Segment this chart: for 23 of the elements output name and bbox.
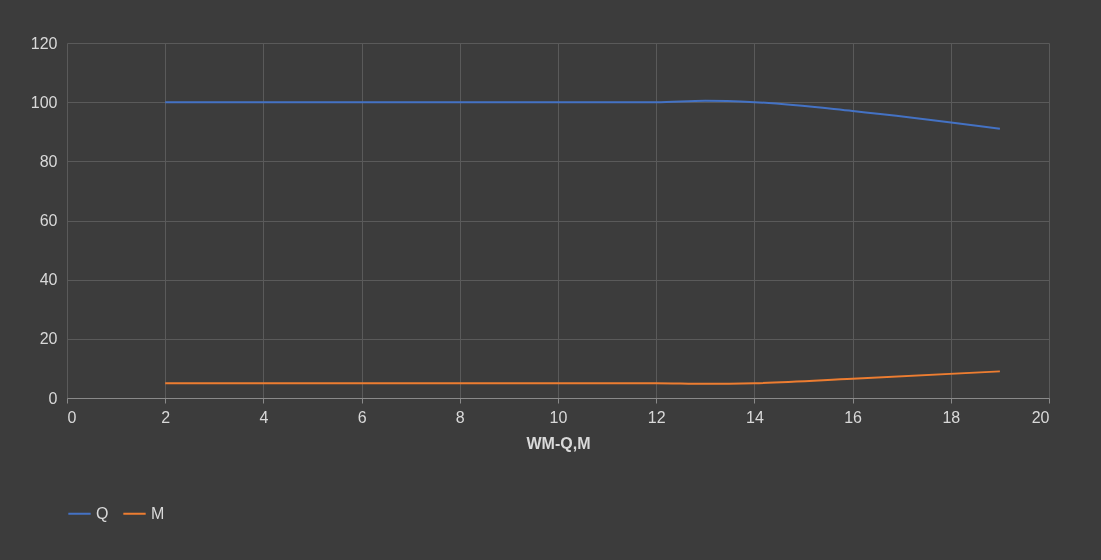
x-tick-label: 12	[647, 408, 666, 426]
x-axis-title: WM-Q,M	[526, 434, 591, 452]
y-tick-label: 20	[39, 330, 58, 348]
legend-label: Q	[96, 504, 109, 522]
x-tick-label: 14	[746, 408, 764, 426]
y-tick-label: 0	[48, 389, 58, 407]
x-tick-label: 4	[259, 408, 269, 426]
x-tick-label: 0	[67, 408, 77, 426]
y-tick-label: 100	[30, 93, 58, 111]
x-tick-label: 20	[1031, 408, 1050, 426]
y-tick-label: 120	[30, 34, 58, 52]
line-series	[164, 99, 1001, 130]
x-tick-label: 2	[161, 408, 171, 426]
y-tick-label: 40	[39, 271, 58, 289]
x-tick-label: 8	[455, 408, 465, 426]
x-tick-label: 6	[357, 408, 367, 426]
line-series	[164, 370, 1001, 385]
x-tick-label: 16	[844, 408, 863, 426]
y-tick-label: 80	[39, 152, 58, 170]
y-tick-label: 60	[39, 212, 58, 229]
legend-label: M	[151, 504, 165, 522]
x-tick-label: 10	[549, 408, 568, 426]
x-tick-label: 18	[942, 408, 961, 426]
